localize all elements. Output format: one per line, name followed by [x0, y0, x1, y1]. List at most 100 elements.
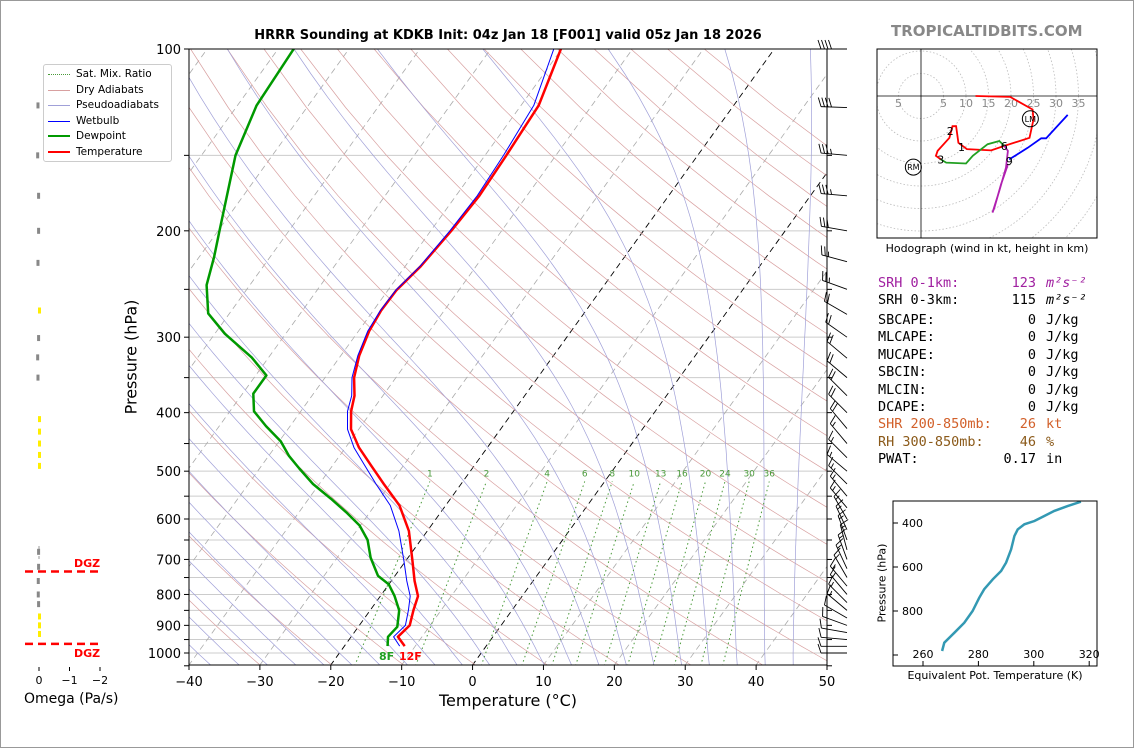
barb-half-feather: [837, 505, 842, 510]
skewt-frame: [188, 48, 828, 666]
parameter-value: 0: [1027, 347, 1036, 363]
wind-barb: [822, 606, 848, 626]
barb-feather: [828, 315, 832, 325]
theta-e-frame: [892, 500, 1098, 667]
omega-x-axis-label: Omega (Pa/s): [24, 691, 119, 707]
barb-staff: [828, 465, 848, 485]
mixing-ratio-line: [415, 481, 487, 665]
barb-feather: [829, 479, 836, 489]
barb-feather: [828, 97, 832, 108]
wind-barb: [828, 456, 848, 485]
watermark: TROPICALTIDBITS.COM: [891, 22, 1083, 40]
skewt-x-axis-label: Temperature (°C): [438, 691, 578, 710]
omega-bar: [36, 374, 40, 381]
pseudoadiabat-line: [189, 437, 409, 665]
pseudoadiabat-line: [189, 402, 436, 665]
barb-staff: [822, 616, 848, 626]
hodograph-segment-6-9km: [991, 145, 1009, 213]
barb-feather: [818, 184, 822, 194]
mixing-ratio-label: 8: [609, 469, 615, 479]
barb-feather: [821, 184, 826, 194]
parameter-label: MLCIN:: [878, 382, 927, 398]
legend-swatch: [48, 151, 70, 153]
wind-barb: [817, 39, 847, 50]
isotherm-line: [189, 49, 279, 174]
barb-staff: [837, 534, 848, 560]
barb-feather: [837, 528, 846, 536]
barb-feather: [828, 385, 834, 395]
parameter-label: PWAT:: [878, 451, 919, 467]
barb-feather: [824, 39, 829, 50]
parameter-label: DCAPE:: [878, 399, 927, 415]
hodograph-segment-9-12km: [1008, 114, 1069, 161]
omega-bar: [36, 102, 40, 109]
legend-swatch: [48, 120, 70, 122]
parameter-unit: J/kg: [1046, 347, 1079, 363]
omega-bar: [38, 440, 41, 447]
wind-barb: [837, 528, 848, 560]
y-tick-label: 800: [156, 588, 181, 603]
wind-barb: [818, 627, 848, 640]
theta-e-y-tick-label: 400: [902, 517, 923, 530]
wind-barb: [829, 400, 848, 429]
barb-feather: [829, 400, 836, 409]
wind-barb: [829, 415, 848, 444]
legend-item-wetbulb: Wetbulb: [48, 113, 119, 129]
barb-half-feather: [837, 544, 842, 549]
barb-staff: [822, 280, 848, 290]
barb-half-feather: [829, 451, 833, 457]
barb-half-feather: [832, 572, 836, 578]
dry-adiabat-line: [373, 49, 827, 437]
y-tick-label: 1000: [148, 647, 181, 662]
wind-barb: [825, 313, 848, 338]
pseudoadiabat-line: [189, 275, 518, 665]
wind-barb: [826, 445, 848, 472]
barb-half-feather: [830, 437, 834, 443]
y-tick-label: 400: [156, 407, 181, 422]
omega-bar: [37, 601, 41, 608]
hodograph-ring-label: 5: [895, 97, 902, 110]
wind-barb: [828, 385, 848, 413]
dry-adiabat-line: [190, 49, 827, 622]
pseudoadiabat-line: [189, 470, 381, 665]
wind-barb: [828, 430, 848, 459]
omega-bar: [38, 630, 41, 637]
dry-adiabat-line: [189, 348, 548, 665]
wind-barb: [835, 538, 848, 569]
dry-adiabat-line: [189, 599, 261, 665]
omega-bar: [38, 307, 41, 314]
parameter-label: RH 300-850mb:: [878, 434, 984, 450]
barb-staff: [824, 604, 848, 619]
omega-tick-label: −1: [61, 674, 77, 687]
omega-bar: [36, 578, 40, 585]
barb-staff: [828, 439, 848, 459]
omega-bar: [37, 548, 41, 555]
omega-bar: [38, 613, 41, 620]
pseudoadiabat-line: [189, 588, 269, 665]
dry-adiabat-line: [189, 166, 764, 665]
dgz-label-top: DGZ: [74, 557, 101, 570]
parameter-unit: J/kg: [1046, 399, 1079, 415]
barb-staff: [821, 627, 848, 633]
hodograph-height-label: 6: [1001, 140, 1008, 153]
omega-bar: [36, 354, 40, 361]
barb-feather: [817, 39, 822, 50]
barb-feather: [829, 566, 836, 575]
barb-feather: [829, 557, 836, 567]
wind-barb: [833, 547, 848, 578]
wind-barb: [819, 618, 848, 633]
parameter-value: 115: [1011, 292, 1036, 308]
omega-bar: [37, 563, 41, 570]
isotherm-line: [330, 49, 775, 665]
parameter-label: MUCAPE:: [878, 347, 935, 363]
mixing-ratio-label: 13: [655, 469, 666, 479]
isotherm-line: [401, 73, 827, 665]
barb-feather: [826, 584, 831, 594]
barb-staff: [821, 152, 848, 156]
parameter-unit: m²s⁻²: [1046, 275, 1087, 291]
parameter-unit: %: [1046, 434, 1055, 450]
barb-staff: [821, 225, 848, 232]
dewpoint-profile-line: [205, 49, 401, 647]
pseudoadiabat-line: [189, 501, 353, 665]
temperature-profile-line: [349, 49, 563, 647]
